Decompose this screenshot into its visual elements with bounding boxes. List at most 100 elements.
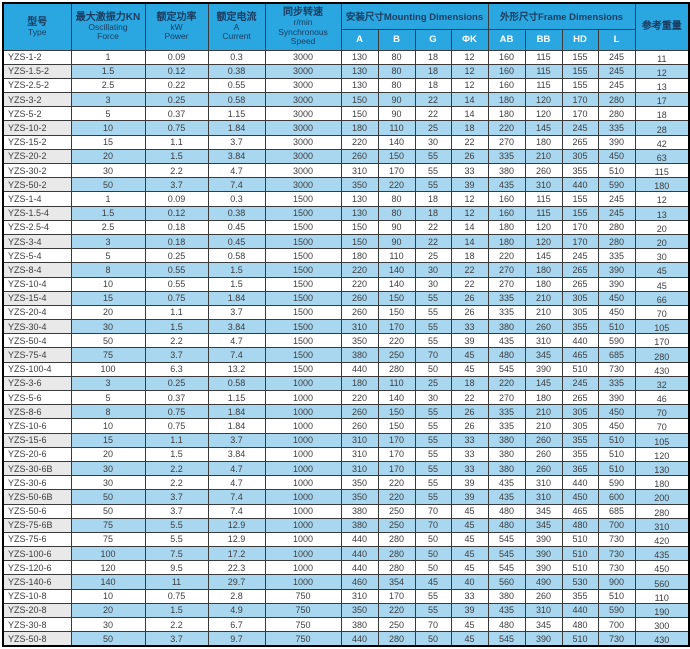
value-cell: 1500 [264, 304, 342, 321]
model-type-cell: YZS-50-2 [2, 177, 72, 193]
model-type-cell: YZS-3-2 [2, 92, 72, 108]
col-header-current: 额定电流 A Current [207, 2, 266, 51]
value-cell: 45 [450, 361, 489, 377]
value-cell: 90 [377, 106, 416, 122]
value-cell: 2.2 [144, 162, 209, 179]
value-cell: 0.75 [144, 120, 209, 136]
table-row: YZS-100-6 100 7.5 17.2 1000 440 280 50 45 545 390 5… [2, 546, 690, 562]
table-row: YZS-15-2 15 1.1 3.7 3000 220 140 30 22 270 180 265 3… [2, 134, 690, 150]
value-cell: 18 [414, 49, 452, 65]
model-type-cell: YZS-75-6 [2, 531, 72, 548]
table-row: YZS-50-4 50 2.2 4.7 1500 350 220 55 39 435 310 440 5… [2, 333, 690, 349]
value-cell: 70 [414, 503, 452, 519]
value-cell: 350 [340, 489, 379, 505]
model-type-cell: YZS-30-4 [2, 319, 72, 335]
value-cell: 0.3 [207, 191, 266, 207]
value-cell: 265 [561, 262, 599, 278]
value-cell: 3.84 [207, 446, 266, 462]
value-cell: 7.4 [207, 503, 266, 519]
value-cell: 335 [487, 418, 526, 434]
value-cell: 11 [634, 49, 690, 65]
value-cell: 63 [634, 148, 690, 165]
group-header-frame-dimensions: 外形尺寸Frame Dimensions [487, 2, 636, 30]
value-cell: 1000 [264, 531, 342, 548]
value-cell: 10 [70, 418, 146, 434]
value-cell: 155 [561, 63, 599, 79]
subcol-header-bb: BB [524, 28, 563, 51]
value-cell: 33 [450, 319, 489, 335]
value-cell: 1500 [264, 319, 342, 335]
value-cell: 220 [340, 276, 379, 292]
value-cell: 210 [524, 304, 563, 321]
value-cell: 0.12 [144, 63, 209, 79]
table-row: YZS-5-6 5 0.37 1.15 1000 220 140 30 22 270 180 265 3… [2, 389, 690, 406]
value-cell: 510 [597, 588, 636, 604]
value-cell: 480 [487, 503, 526, 519]
value-cell: 355 [561, 588, 599, 604]
model-type-cell: YZS-15-6 [2, 432, 72, 448]
value-cell: 280 [377, 361, 416, 377]
value-cell: 545 [487, 560, 526, 576]
value-cell: 0.09 [144, 49, 209, 65]
value-cell: 260 [340, 148, 379, 165]
value-cell: 45 [450, 347, 489, 363]
value-cell: 26 [450, 404, 489, 420]
value-cell: 30 [70, 616, 146, 633]
value-cell: 2.2 [144, 616, 209, 633]
value-cell: 200 [634, 489, 690, 505]
value-cell: 3.7 [144, 347, 209, 363]
model-type-cell: YZS-30-6B [2, 460, 72, 477]
value-cell: 140 [377, 389, 416, 406]
col-header-speed: 同步转速 r/min Synchronous Speed [264, 2, 342, 51]
value-cell: 435 [487, 602, 526, 619]
value-cell: 170 [377, 588, 416, 604]
table-row: YZS-20-8 20 1.5 4.9 750 350 220 55 39 435 310 440 59… [2, 602, 690, 619]
value-cell: 120 [70, 560, 146, 576]
value-cell: 250 [377, 503, 416, 519]
value-cell: 1000 [264, 546, 342, 562]
value-cell: 4.7 [207, 475, 266, 491]
table-row: YZS-30-2 30 2.2 4.7 3000 310 170 55 33 380 260 355 5… [2, 162, 690, 179]
value-cell: 30 [70, 460, 146, 477]
value-cell: 355 [561, 162, 599, 179]
value-cell: 30 [70, 319, 146, 335]
value-cell: 335 [487, 304, 526, 321]
value-cell: 3.7 [144, 631, 209, 647]
col-header-force: 最大激振力KN Oscillating Force [70, 2, 146, 51]
value-cell: 1.5 [144, 148, 209, 165]
value-cell: 14 [450, 92, 489, 108]
value-cell: 70 [414, 517, 452, 533]
value-cell: 115 [524, 77, 563, 94]
value-cell: 2.5 [70, 77, 146, 94]
value-cell: 0.75 [144, 588, 209, 604]
value-cell: 390 [524, 560, 563, 576]
value-cell: 3.7 [144, 489, 209, 505]
value-cell: 50 [414, 531, 452, 548]
value-cell: 345 [524, 517, 563, 533]
value-cell: 130 [340, 49, 379, 65]
value-cell: 4.7 [207, 333, 266, 349]
value-cell: 145 [524, 120, 563, 136]
value-cell: 420 [634, 531, 690, 548]
value-cell: 22 [414, 233, 452, 250]
value-cell: 345 [524, 347, 563, 363]
value-cell: 220 [377, 489, 416, 505]
value-cell: 3000 [264, 77, 342, 94]
value-cell: 7.4 [207, 489, 266, 505]
value-cell: 33 [450, 162, 489, 179]
value-cell: 11 [144, 574, 209, 590]
value-cell: 1.15 [207, 389, 266, 406]
value-cell: 9.5 [144, 560, 209, 576]
value-cell: 50 [414, 546, 452, 562]
value-cell: 260 [524, 588, 563, 604]
value-cell: 130 [340, 63, 379, 79]
value-cell: 265 [561, 389, 599, 406]
value-cell: 39 [450, 333, 489, 349]
value-cell: 10 [70, 276, 146, 292]
value-cell: 545 [487, 361, 526, 377]
value-cell: 1.5 [144, 446, 209, 462]
model-type-cell: YZS-140-6 [2, 574, 72, 590]
value-cell: 750 [264, 616, 342, 633]
value-cell: 1000 [264, 460, 342, 477]
value-cell: 30 [414, 389, 452, 406]
